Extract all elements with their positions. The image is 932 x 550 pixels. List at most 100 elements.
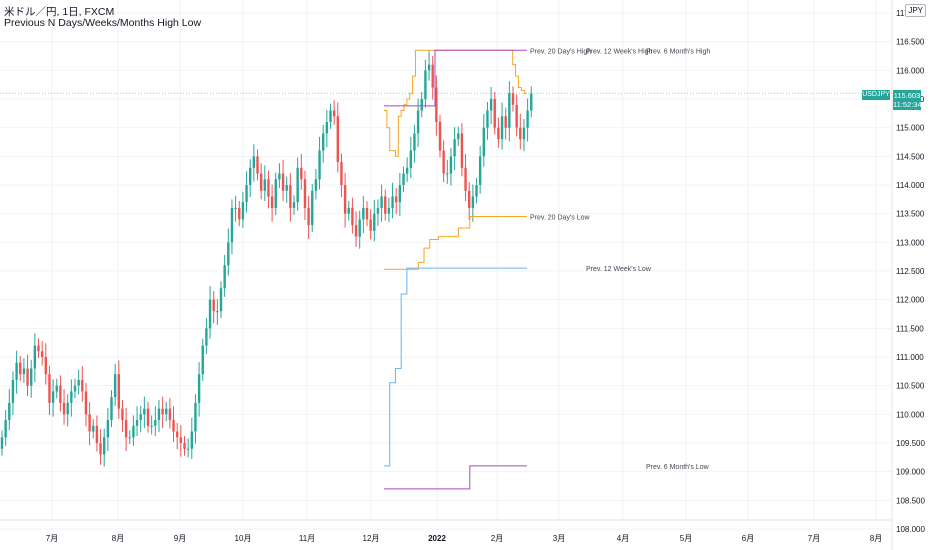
candle-body: [292, 202, 296, 208]
candle-body: [409, 150, 412, 168]
candle-body: [376, 207, 380, 214]
candle-body: [234, 207, 237, 209]
candle-body: [300, 167, 303, 180]
candle-body: [230, 207, 234, 243]
candle-body: [99, 443, 102, 455]
candle-body: [369, 219, 372, 231]
y-tick-label: 115.000: [896, 124, 925, 133]
candle-body: [132, 425, 135, 438]
candle-body: [478, 156, 482, 186]
prev-days-low-line: [384, 216, 527, 270]
candle-body: [8, 402, 11, 421]
x-tick-label: 10月: [235, 534, 252, 543]
candle-body: [154, 420, 157, 426]
currency-badge[interactable]: JPY: [905, 4, 926, 17]
candle-body: [435, 87, 438, 122]
candle-body: [343, 185, 347, 214]
candle-body: [267, 179, 270, 197]
label-prev-20-days-high: Prev. 20 Day's High: [530, 48, 591, 55]
prev-weeks-low-line: [384, 267, 527, 467]
y-tick-label: 108.500: [896, 496, 925, 505]
candle-body: [128, 437, 131, 439]
candle-body: [245, 185, 248, 203]
candle-body: [77, 379, 80, 386]
candle-body: [62, 402, 66, 415]
label-prev-12-weeks-high: Prev. 12 Week's High: [586, 48, 653, 55]
candle-body: [73, 385, 77, 392]
candle-body: [183, 443, 186, 449]
candle-body: [113, 374, 117, 398]
candle-body: [252, 156, 256, 168]
last-price-badge: 115.603 11:52:34: [893, 90, 922, 110]
candle-body: [48, 374, 51, 403]
candle-body: [40, 351, 44, 358]
candle-body: [117, 374, 120, 409]
y-tick-label: 113.500: [896, 210, 925, 219]
candle-body: [216, 311, 219, 313]
candle-body: [526, 110, 529, 128]
label-prev-12-weeks-low: Prev. 12 Week's Low: [586, 266, 652, 273]
x-tick-label: 2022: [428, 534, 446, 543]
y-tick-label: 110.000: [896, 410, 925, 419]
symbol-price-tag: USDJPY: [862, 90, 890, 100]
x-tick-label: 7月: [808, 534, 820, 543]
candle-body: [270, 196, 274, 208]
candle-body: [278, 173, 281, 180]
candle-body: [205, 328, 208, 346]
candle-body: [150, 425, 153, 427]
candle-body: [497, 127, 500, 140]
candle-body: [500, 116, 504, 140]
candle-body: [33, 345, 37, 369]
x-tick-label: 12月: [363, 534, 380, 543]
candle-body: [519, 127, 522, 140]
candle-body: [263, 179, 266, 191]
candle-body: [493, 99, 496, 128]
y-tick-label: 109.500: [896, 439, 925, 448]
candle-body: [212, 299, 215, 312]
prev-months-low-line: [384, 465, 527, 490]
candle-body: [26, 368, 29, 386]
x-tick-label: 4月: [617, 534, 629, 543]
candle-body: [121, 408, 124, 421]
x-tick-label: 3月: [553, 534, 565, 543]
candle-body: [438, 121, 442, 151]
candle-body: [413, 133, 416, 151]
candle-body: [398, 185, 402, 203]
y-tick-label: 116.500: [896, 38, 925, 47]
candle-body: [431, 64, 434, 88]
y-tick-label: 114.000: [896, 181, 925, 190]
candle-body: [402, 173, 405, 186]
candle-body: [457, 133, 460, 140]
candle-body: [22, 368, 26, 375]
candle-body: [124, 420, 128, 438]
candle-body: [296, 167, 299, 203]
y-tick-label: 112.500: [896, 267, 925, 276]
candle-body: [161, 408, 164, 415]
candle-body: [201, 345, 204, 375]
x-tick-label: 8月: [112, 534, 124, 543]
y-tick-label: 110.500: [896, 382, 925, 391]
candle-body: [424, 70, 427, 100]
candle-body: [464, 167, 467, 191]
symbol-title: 米ドル／円, 1日, FXCM: [4, 6, 115, 18]
candle-body: [4, 420, 7, 438]
candle-body: [208, 299, 212, 329]
candle-body: [504, 116, 507, 128]
candle-body: [530, 93, 533, 111]
candle-body: [0, 437, 4, 449]
candle-body: [373, 213, 376, 231]
candle-body: [311, 190, 314, 226]
candle-body: [391, 196, 394, 208]
candle-body: [139, 414, 142, 421]
candle-body: [179, 437, 183, 444]
candle-body: [256, 156, 259, 174]
candle-body: [176, 431, 179, 438]
candle-body: [135, 420, 139, 426]
candle-body: [59, 385, 62, 403]
candle-body: [84, 391, 88, 415]
x-tick-label: 9月: [174, 534, 186, 543]
candle-body: [442, 150, 445, 174]
candle-body: [238, 207, 241, 220]
candle-body: [416, 110, 420, 134]
